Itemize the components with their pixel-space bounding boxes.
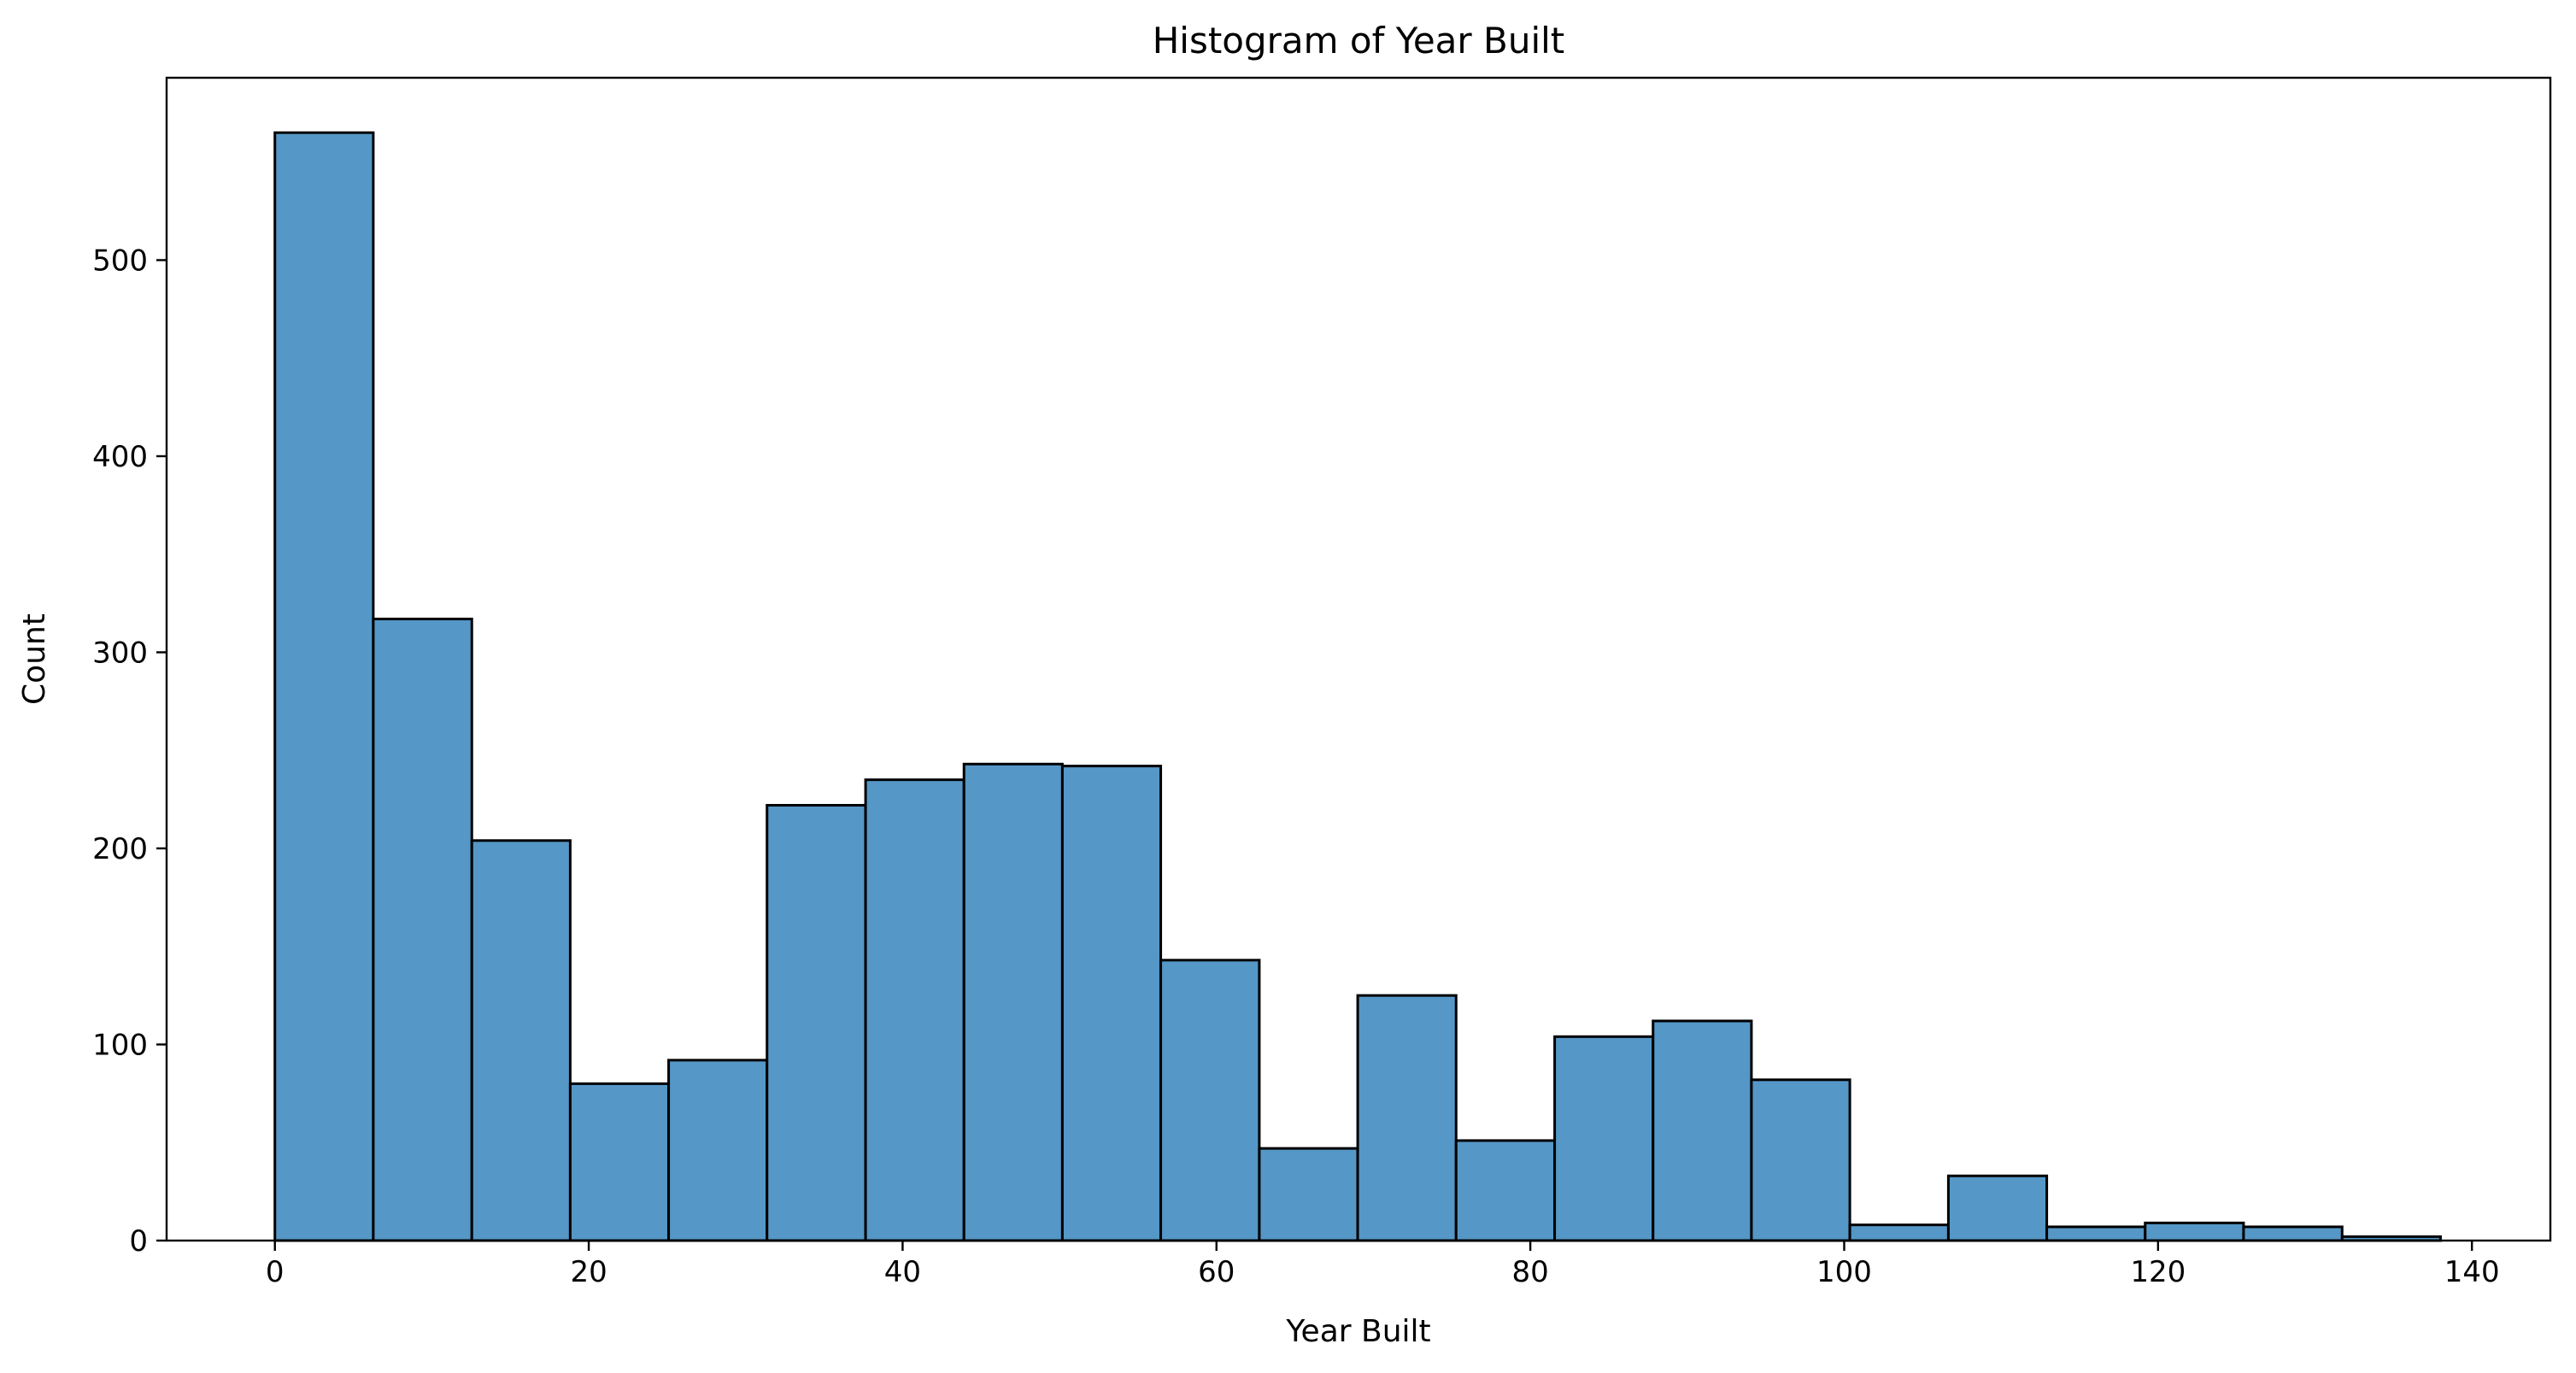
histogram-bar	[2242, 1225, 2344, 1242]
x-tick-label: 60	[1198, 1255, 1235, 1289]
histogram-bar	[1258, 1147, 1359, 1242]
histogram-bar	[1356, 994, 1458, 1242]
histogram-bar	[1652, 1019, 1753, 1242]
x-tick-label: 40	[884, 1255, 921, 1289]
histogram-bar	[2144, 1221, 2245, 1242]
histogram-bar	[1454, 1139, 1557, 1242]
y-tick-label: 100	[92, 1028, 148, 1062]
histogram-bar	[1750, 1078, 1851, 1242]
histogram-bar	[1553, 1035, 1655, 1242]
x-tick-label: 100	[1816, 1255, 1872, 1289]
x-ticks-group: 0 20 40 60 80 100 120 140	[266, 1241, 2500, 1289]
bars-group	[273, 131, 2442, 1242]
y-tick-label: 400	[92, 440, 148, 474]
chart-title: Histogram of Year Built	[1153, 20, 1565, 62]
x-tick-label: 120	[2130, 1255, 2186, 1289]
x-axis-label: Year Built	[1285, 1314, 1430, 1349]
y-axis-label: Count	[17, 613, 52, 705]
y-tick-label: 0	[129, 1224, 148, 1259]
histogram-bar	[1159, 959, 1261, 1242]
histogram-bar	[470, 839, 572, 1242]
x-tick-label: 140	[2444, 1255, 2500, 1289]
y-tick-label: 200	[92, 832, 148, 866]
histogram-bar	[2045, 1225, 2147, 1242]
histogram-bar	[667, 1059, 769, 1242]
y-ticks-group: 0 100 200 300 400 500	[92, 244, 167, 1259]
histogram-bar	[864, 778, 965, 1242]
histogram-bar	[1848, 1223, 1950, 1242]
histogram-bar	[273, 131, 375, 1242]
histogram-bar	[1060, 765, 1163, 1242]
histogram-bar	[372, 617, 473, 1242]
x-tick-label: 0	[266, 1255, 285, 1289]
histogram-bar	[1946, 1174, 2049, 1242]
histogram-bar	[962, 762, 1064, 1242]
x-tick-label: 20	[570, 1255, 607, 1289]
x-tick-label: 80	[1511, 1255, 1548, 1289]
histogram-bar	[568, 1082, 671, 1242]
y-tick-label: 500	[92, 244, 148, 278]
axes-frame	[165, 76, 2552, 1242]
histogram-bar	[766, 803, 867, 1242]
y-tick-label: 300	[92, 636, 148, 670]
